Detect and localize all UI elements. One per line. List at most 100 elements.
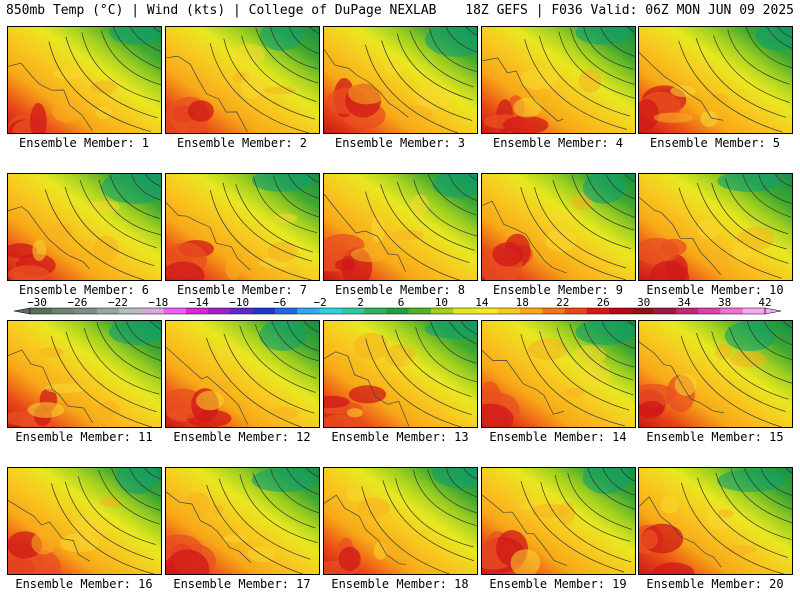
- temperature-field: [639, 27, 792, 133]
- colorbar-swatch: [230, 308, 254, 314]
- height-contour: [777, 27, 792, 38]
- ensemble-member-label: Ensemble Member: 15: [646, 430, 784, 444]
- height-contour: [539, 331, 630, 411]
- temperature-field: [8, 321, 161, 427]
- colorbar-swatch: [297, 308, 320, 314]
- colorbar-swatch: [586, 308, 610, 314]
- ensemble-member-label: Ensemble Member: 13: [331, 430, 469, 444]
- height-contour: [209, 43, 311, 133]
- height-contour: [627, 321, 635, 327]
- height-contour: [270, 468, 319, 514]
- height-contour: [152, 27, 161, 33]
- ensemble-member-label: Ensemble Member: 5: [649, 136, 781, 150]
- height-contour: [365, 191, 461, 280]
- height-contour: [111, 468, 161, 511]
- height-contour: [145, 174, 161, 187]
- height-contour: [465, 27, 477, 36]
- height-contour: [678, 187, 782, 279]
- height-contour: [254, 324, 317, 379]
- ensemble-member-map: [323, 26, 478, 134]
- height-contour: [50, 336, 153, 427]
- height-contour: [129, 468, 161, 497]
- isotherm-contour: [482, 350, 564, 415]
- temperature-field: [324, 27, 477, 133]
- colorbar-swatch: [520, 308, 543, 314]
- ensemble-member-map: [638, 173, 793, 281]
- temperature-field: [166, 27, 319, 133]
- height-contour: [412, 469, 477, 527]
- colorbar-swatch: [185, 308, 209, 314]
- colorbar-tick-label: 10: [435, 296, 448, 309]
- height-contour: [715, 472, 792, 540]
- height-contour: [587, 468, 635, 510]
- height-contour: [409, 30, 474, 88]
- height-contour: [206, 337, 303, 427]
- ensemble-member-map: [165, 467, 320, 575]
- colorbar-tick-label: 14: [475, 296, 489, 309]
- ensemble-member-map: [323, 173, 478, 281]
- isotherm-contour: [482, 57, 564, 122]
- ensemble-member-map: [165, 173, 320, 281]
- height-contour: [763, 321, 792, 346]
- ensemble-member-map: [323, 320, 478, 428]
- height-contour: [77, 476, 156, 545]
- height-contour: [149, 321, 161, 330]
- temperature-field: [8, 468, 161, 574]
- temperature-field: [639, 321, 792, 427]
- height-contour: [427, 469, 477, 514]
- height-contour: [520, 481, 625, 573]
- isotherm-contour: [639, 196, 721, 275]
- height-contour: [253, 176, 318, 234]
- ensemble-member-map: [481, 26, 636, 134]
- ensemble-member-label: Ensemble Member: 2: [176, 136, 308, 150]
- ensemble-member-label: Ensemble Member: 16: [15, 577, 153, 591]
- height-contour: [131, 174, 161, 201]
- ensemble-member-map: [638, 26, 793, 134]
- colorbar-swatch: [408, 308, 432, 314]
- ensemble-member-map: [481, 173, 636, 281]
- height-contour: [554, 475, 631, 542]
- colorbar-tick-label: −22: [108, 296, 128, 309]
- height-contour: [468, 174, 477, 181]
- colorbar-swatch: [141, 308, 164, 314]
- temperature-field: [166, 321, 319, 427]
- ensemble-member-map: [638, 467, 793, 575]
- height-contour: [539, 36, 630, 117]
- colorbar-tick-label: −26: [67, 296, 87, 309]
- height-contour: [273, 175, 319, 218]
- colorbar-swatch: [163, 308, 187, 314]
- height-contour: [448, 174, 477, 201]
- isotherm-contour: [324, 49, 409, 118]
- height-contour: [680, 482, 785, 574]
- isotherm-contour: [324, 193, 406, 272]
- height-contour: [463, 468, 477, 480]
- colorbar-tick-label: −18: [148, 296, 168, 309]
- colorbar-swatch: [475, 308, 499, 314]
- isotherm-contour: [8, 500, 91, 562]
- height-contour: [396, 181, 475, 251]
- colorbar-swatch: [609, 308, 632, 314]
- colorbar-tick-label: 34: [677, 296, 691, 309]
- height-contour: [534, 187, 627, 269]
- height-contour: [396, 33, 473, 101]
- isotherm-contour: [639, 52, 724, 121]
- height-contour: [235, 183, 313, 253]
- colorbar-tick-label: 26: [597, 296, 610, 309]
- height-contour: [413, 179, 477, 237]
- ensemble-member-map: [481, 320, 636, 428]
- ensemble-member-label: Ensemble Member: 1: [18, 136, 150, 150]
- height-contour: [98, 179, 161, 236]
- ensemble-member-label: Ensemble Member: 6: [18, 283, 150, 297]
- height-contour: [109, 174, 160, 219]
- height-contour: [98, 469, 161, 525]
- height-contour: [427, 174, 477, 216]
- run-valid-time: 18Z GEFS | F036 Valid: 06Z MON JUN 09 20…: [465, 3, 794, 18]
- height-contour: [395, 478, 474, 548]
- colorbar-swatch: [74, 308, 98, 314]
- isotherm-contour: [639, 341, 724, 414]
- colorbar-swatch: [542, 308, 565, 314]
- colorbar-swatch: [119, 308, 142, 314]
- height-contour: [252, 472, 316, 529]
- height-contour: [695, 37, 787, 118]
- ensemble-member-label: Ensemble Member: 11: [15, 430, 153, 444]
